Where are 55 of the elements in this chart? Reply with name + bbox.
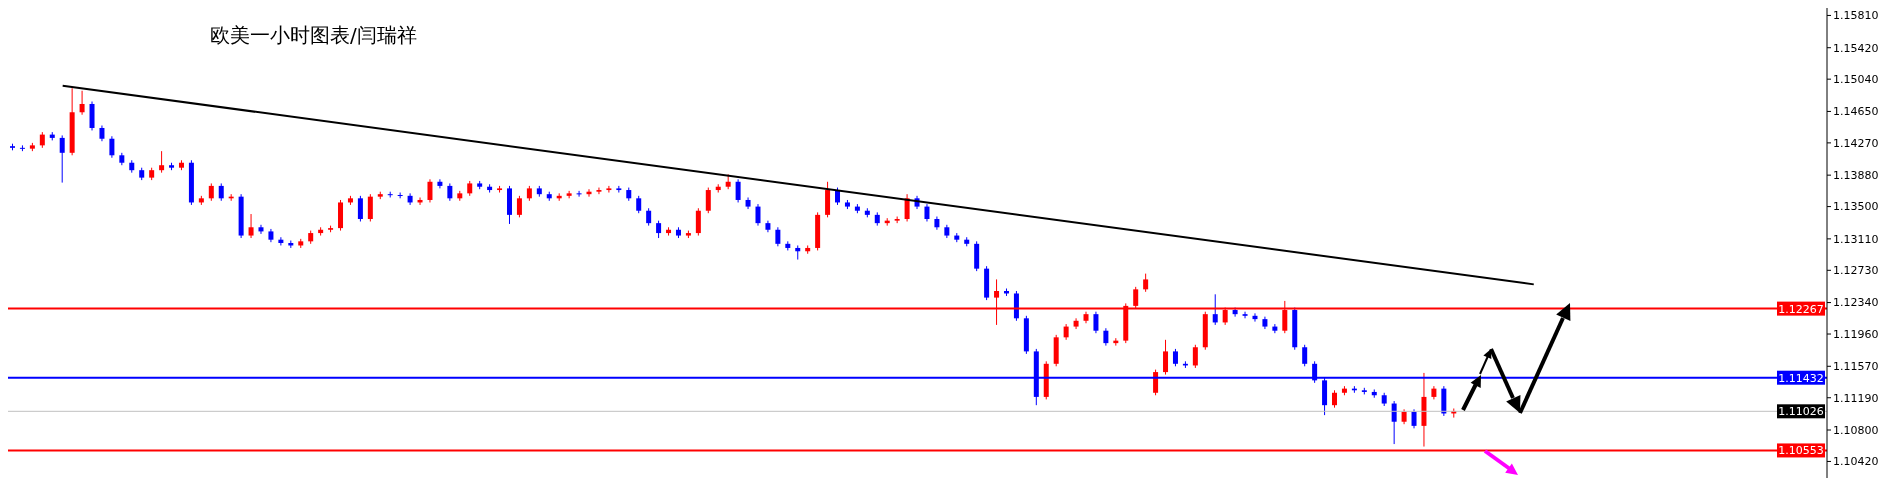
candlestick — [1073, 317, 1079, 330]
candlestick — [1272, 323, 1278, 334]
candlestick — [1212, 293, 1218, 326]
candlestick — [79, 90, 85, 116]
y-tick-label: 1.11190 — [1833, 391, 1879, 405]
y-tick-label: 1.12730 — [1833, 264, 1879, 278]
candlestick — [576, 190, 582, 198]
y-tick-label: 1.13880 — [1833, 169, 1879, 183]
candlestick — [1192, 344, 1198, 369]
candlestick — [1391, 400, 1397, 445]
candlestick — [258, 224, 264, 235]
candlestick — [437, 178, 443, 189]
y-tick-label: 1.15040 — [1833, 73, 1879, 87]
candlestick — [59, 134, 65, 184]
candlestick — [1302, 344, 1308, 367]
candlestick — [109, 135, 115, 159]
candlestick — [516, 195, 522, 218]
y-tick-label: 1.12340 — [1833, 296, 1879, 310]
ref-line-label: 1.12267 — [1778, 302, 1824, 316]
candlestick — [606, 185, 612, 194]
candlestick — [1093, 311, 1099, 334]
candlestick — [1143, 273, 1149, 293]
ref-line-label: 1.11432 — [1778, 371, 1824, 385]
candlestick — [566, 190, 572, 199]
y-tick-label: 1.14650 — [1833, 105, 1879, 119]
y-tick-label: 1.14270 — [1833, 136, 1879, 150]
y-tick-label: 1.10420 — [1833, 455, 1879, 469]
candlestick — [904, 193, 910, 222]
y-tick-label: 1.15810 — [1833, 9, 1879, 23]
candlestick — [755, 203, 761, 227]
candlestick — [1242, 311, 1248, 319]
y-tick-label: 1.15420 — [1833, 41, 1879, 55]
y-tick-label: 1.11960 — [1833, 327, 1879, 341]
candlestick — [1411, 408, 1417, 429]
candlestick — [1163, 339, 1169, 376]
candlestick — [775, 226, 781, 247]
candlestick — [596, 187, 602, 195]
candlestick — [1153, 369, 1159, 396]
candlestick — [705, 187, 711, 214]
y-tick-label: 1.13500 — [1833, 200, 1879, 214]
ref-line-label: 1.10553 — [1778, 444, 1824, 458]
candlestick — [735, 178, 741, 203]
candlestick — [427, 178, 433, 203]
candlestick — [357, 195, 363, 222]
candlestick — [159, 150, 165, 174]
text: 欧美一小时图表/闫瑞祥 — [210, 22, 417, 49]
candlestick — [248, 213, 254, 239]
candlestick — [407, 192, 413, 206]
ref-line-label: 1.11026 — [1778, 405, 1824, 419]
y-tick-label: 1.13110 — [1833, 232, 1879, 246]
candlestick — [367, 193, 373, 222]
candlestick — [89, 101, 95, 131]
candlestick — [695, 207, 701, 237]
y-tick-label: 1.11570 — [1833, 360, 1879, 374]
y-tick-label: 1.10800 — [1833, 423, 1879, 437]
